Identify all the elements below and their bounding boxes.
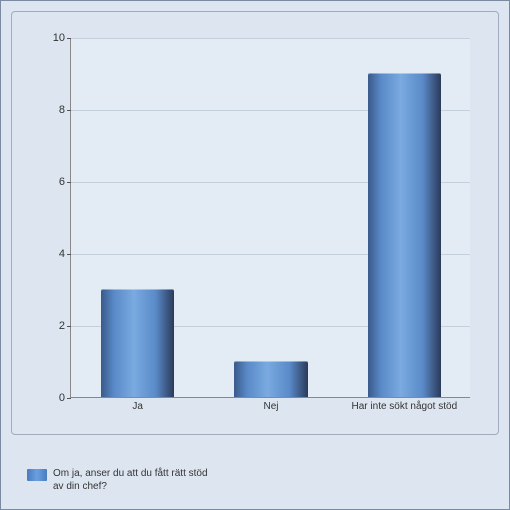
ytick-mark: [67, 326, 71, 327]
legend-swatch: [27, 469, 47, 481]
ytick-mark: [67, 38, 71, 39]
chart-container: 0 2 4 6 8 10 Ja Nej Har inte sökt något stöd Om …: [0, 0, 510, 510]
legend-label: Om ja, anser du att du fått rätt stöd av…: [53, 468, 213, 493]
xtick-label: Ja: [132, 401, 143, 412]
ytick-label: 6: [59, 176, 65, 188]
ytick-label: 0: [59, 392, 65, 404]
bar: [368, 73, 441, 397]
bar: [101, 289, 174, 397]
ytick-mark: [67, 110, 71, 111]
gridline: [71, 38, 470, 39]
ytick-label: 10: [53, 32, 65, 44]
ytick-label: 2: [59, 320, 65, 332]
bar: [234, 361, 307, 397]
xtick-label: Har inte sökt något stöd: [352, 401, 458, 412]
ytick-label: 4: [59, 248, 65, 260]
plot-area: 0246810JaNejHar inte sökt något stöd: [70, 38, 470, 398]
xtick-label: Nej: [263, 401, 278, 412]
ytick-mark: [67, 398, 71, 399]
legend: Om ja, anser du att du fått rätt stöd av…: [27, 468, 213, 493]
ytick-mark: [67, 254, 71, 255]
ytick-label: 8: [59, 104, 65, 116]
ytick-mark: [67, 182, 71, 183]
chart-panel: 0 2 4 6 8 10 Ja Nej Har inte sökt något stöd: [11, 11, 499, 435]
